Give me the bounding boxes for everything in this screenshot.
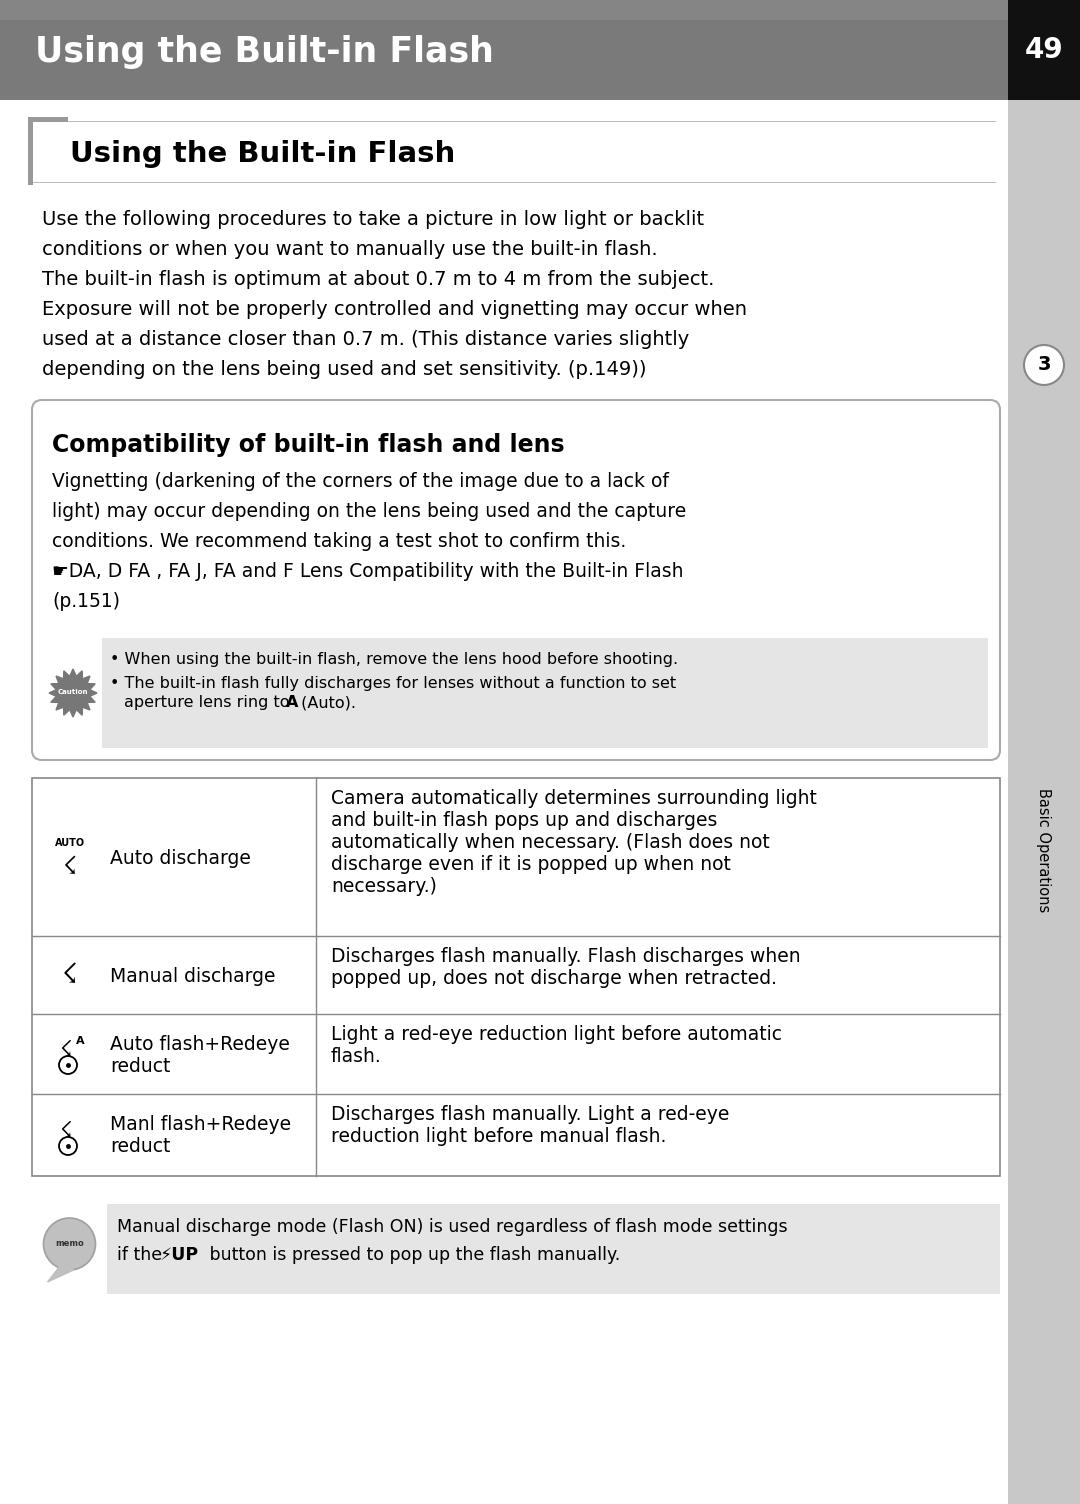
Text: used at a distance closer than 0.7 m. (This distance varies slightly: used at a distance closer than 0.7 m. (T… [42, 329, 689, 349]
Text: A: A [76, 1036, 84, 1045]
Text: AUTO: AUTO [55, 838, 85, 848]
Text: Camera automatically determines surrounding light
and built-in flash pops up and: Camera automatically determines surround… [330, 790, 816, 896]
Text: 49: 49 [1025, 36, 1064, 65]
Bar [102, 638, 988, 747]
Text: The built-in flash is optimum at about 0.7 m to 4 m from the subject.: The built-in flash is optimum at about 0… [42, 271, 714, 289]
Text: Manual discharge: Manual discharge [110, 967, 275, 985]
Text: ☇: ☇ [59, 1120, 72, 1140]
Text: Manual discharge mode (Flash ON) is used regardless of flash mode settings: Manual discharge mode (Flash ON) is used… [117, 1218, 787, 1236]
Text: Use the following procedures to take a picture in low light or backlit: Use the following procedures to take a p… [42, 211, 704, 229]
FancyBboxPatch shape [32, 400, 1000, 760]
Text: aperture lens ring to: aperture lens ring to [124, 695, 295, 710]
Text: ⚡UP: ⚡UP [160, 1245, 199, 1263]
Text: Compatibility of built-in flash and lens: Compatibility of built-in flash and lens [52, 433, 565, 457]
Text: Using the Built-in Flash: Using the Built-in Flash [35, 35, 494, 69]
Circle shape [1024, 344, 1064, 385]
Text: ☇: ☇ [59, 1039, 72, 1059]
Bar [1008, 0, 1080, 1504]
Text: • The built-in flash fully discharges for lenses without a function to set: • The built-in flash fully discharges fo… [110, 675, 676, 690]
Text: (Auto).: (Auto). [296, 695, 356, 710]
Text: Discharges flash manually. Flash discharges when
popped up, does not discharge w: Discharges flash manually. Flash dischar… [330, 948, 800, 988]
Bar [28, 120, 33, 185]
Text: Auto flash+Redeye
reduct: Auto flash+Redeye reduct [110, 1035, 289, 1075]
Text: Using the Built-in Flash: Using the Built-in Flash [70, 140, 456, 167]
Text: A: A [286, 695, 298, 710]
Bar [0, 0, 1008, 99]
Text: if the: if the [117, 1245, 167, 1263]
Text: light) may occur depending on the lens being used and the capture: light) may occur depending on the lens b… [52, 502, 686, 520]
Text: • When using the built-in flash, remove the lens hood before shooting.: • When using the built-in flash, remove … [110, 653, 678, 666]
Text: Auto discharge: Auto discharge [110, 848, 251, 868]
Circle shape [43, 1218, 95, 1269]
Text: memo: memo [55, 1238, 84, 1247]
Bar [1008, 0, 1080, 99]
Text: conditions. We recommend taking a test shot to confirm this.: conditions. We recommend taking a test s… [52, 532, 626, 550]
Text: Discharges flash manually. Light a red-eye
reduction light before manual flash.: Discharges flash manually. Light a red-e… [330, 1105, 729, 1146]
Text: Vignetting (darkening of the corners of the image due to a lack of: Vignetting (darkening of the corners of … [52, 472, 669, 490]
Text: button is pressed to pop up the flash manually.: button is pressed to pop up the flash ma… [204, 1245, 620, 1263]
Polygon shape [49, 669, 97, 717]
Text: ☇: ☇ [62, 961, 78, 990]
Text: 3: 3 [1037, 355, 1051, 374]
Text: (p.151): (p.151) [52, 593, 120, 611]
Bar [107, 1205, 1000, 1293]
Text: ☇: ☇ [63, 854, 77, 878]
Bar [28, 117, 68, 122]
Text: Manl flash+Redeye
reduct: Manl flash+Redeye reduct [110, 1116, 292, 1157]
Text: Light a red-eye reduction light before automatic
flash.: Light a red-eye reduction light before a… [330, 1026, 782, 1066]
Text: Basic Operations: Basic Operations [1037, 788, 1052, 911]
Polygon shape [48, 1263, 73, 1281]
Bar [0, 0, 1008, 20]
Text: Exposure will not be properly controlled and vignetting may occur when: Exposure will not be properly controlled… [42, 299, 747, 319]
Text: Caution: Caution [57, 689, 89, 695]
Text: ☛DA, D FA , FA J, FA and F Lens Compatibility with the Built-in Flash: ☛DA, D FA , FA J, FA and F Lens Compatib… [52, 562, 684, 581]
Bar [32, 778, 1000, 1176]
Text: conditions or when you want to manually use the built-in flash.: conditions or when you want to manually … [42, 241, 658, 259]
Text: depending on the lens being used and set sensitivity. (p.149)): depending on the lens being used and set… [42, 359, 647, 379]
